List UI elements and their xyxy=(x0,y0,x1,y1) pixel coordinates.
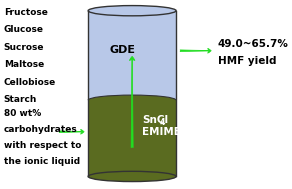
Ellipse shape xyxy=(88,171,176,182)
Text: 80 wt%: 80 wt% xyxy=(4,109,41,118)
Text: SnCl: SnCl xyxy=(142,115,168,125)
Text: carbohydrates: carbohydrates xyxy=(4,125,78,134)
Ellipse shape xyxy=(88,95,176,105)
Text: HMF yield: HMF yield xyxy=(218,56,276,66)
Text: the ionic liquid: the ionic liquid xyxy=(4,157,80,166)
Text: with respect to: with respect to xyxy=(4,141,81,150)
Polygon shape xyxy=(88,100,176,177)
Text: Fructose: Fructose xyxy=(4,8,48,17)
Text: Starch: Starch xyxy=(4,95,37,105)
Polygon shape xyxy=(88,11,176,100)
Text: Maltose: Maltose xyxy=(4,60,44,69)
Text: 4: 4 xyxy=(160,118,165,127)
Text: 49.0~65.7%: 49.0~65.7% xyxy=(218,39,288,49)
Text: EMIMBr: EMIMBr xyxy=(142,127,187,137)
Text: Sucrose: Sucrose xyxy=(4,43,44,52)
Text: GDE: GDE xyxy=(109,45,135,55)
Ellipse shape xyxy=(88,6,176,16)
Text: Glucose: Glucose xyxy=(4,25,44,34)
Text: Cellobiose: Cellobiose xyxy=(4,78,56,87)
